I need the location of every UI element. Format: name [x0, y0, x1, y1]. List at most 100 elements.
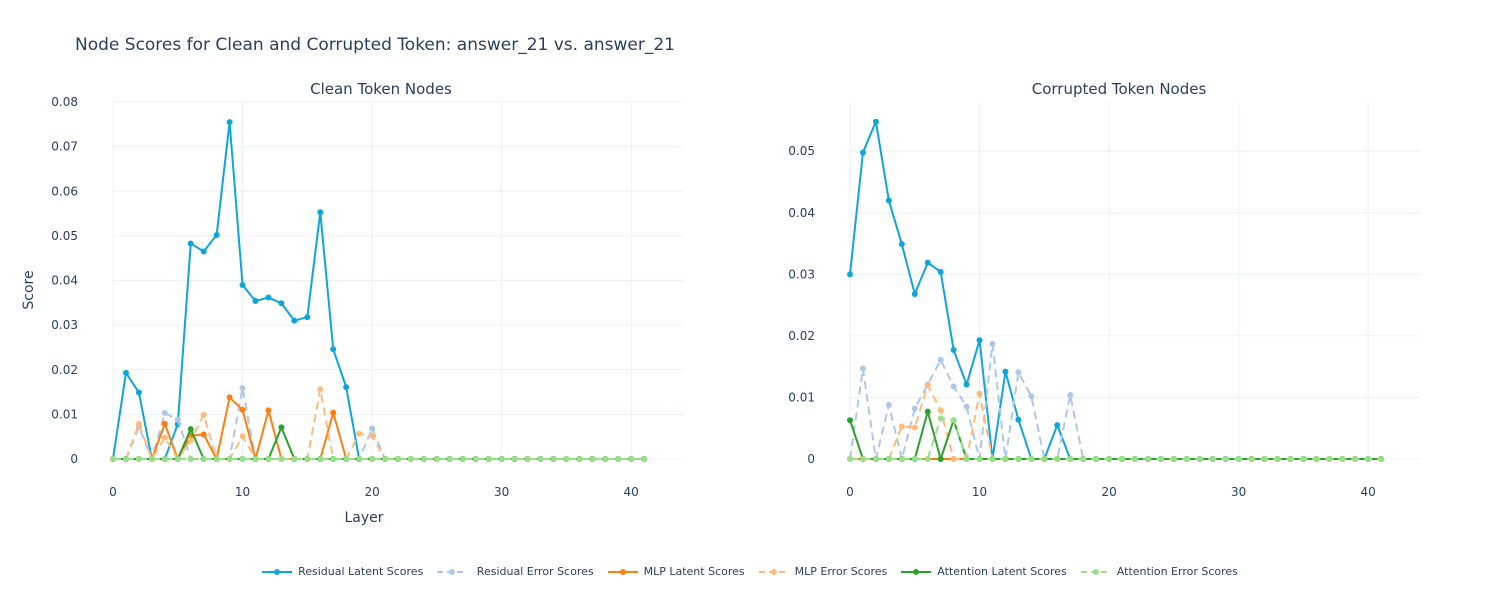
data-point — [989, 340, 996, 347]
series-0 — [110, 119, 648, 462]
data-point — [937, 356, 944, 363]
data-point — [278, 300, 285, 307]
data-point — [1132, 456, 1138, 462]
data-point — [213, 456, 220, 462]
data-point — [200, 456, 207, 462]
data-point — [239, 406, 246, 413]
legend-item[interactable]: Attention Error Scores — [1080, 565, 1238, 578]
data-point — [226, 119, 233, 126]
data-point — [950, 417, 957, 424]
series-5 — [847, 415, 1385, 462]
data-point — [343, 456, 350, 462]
data-point — [317, 386, 324, 393]
data-point — [641, 456, 648, 462]
data-point — [1015, 369, 1022, 376]
y-tick-label: 0.01 — [51, 407, 78, 421]
data-point — [628, 456, 635, 462]
legend-item[interactable]: MLP Latent Scores — [607, 565, 745, 578]
data-point — [239, 281, 246, 288]
data-point — [459, 456, 466, 462]
data-point — [291, 456, 298, 462]
data-point — [265, 407, 272, 414]
legend-label: Attention Latent Scores — [937, 565, 1067, 578]
data-point — [498, 456, 505, 462]
legend-item[interactable]: Residual Latent Scores — [262, 565, 423, 578]
data-point — [924, 382, 931, 389]
data-point — [369, 456, 376, 462]
data-point — [1119, 456, 1126, 462]
data-point — [950, 383, 957, 390]
data-point — [976, 337, 983, 344]
data-point — [1222, 456, 1229, 462]
data-point — [976, 390, 983, 397]
legend-swatch — [1080, 568, 1111, 575]
data-point — [1028, 456, 1035, 462]
data-point — [1157, 456, 1164, 462]
data-point — [161, 456, 168, 462]
data-point — [291, 317, 298, 324]
data-point — [911, 291, 918, 298]
data-point — [161, 434, 168, 441]
data-point — [122, 456, 129, 462]
data-point — [200, 431, 207, 438]
gridlines — [112, 101, 683, 460]
legend-label: Attention Error Scores — [1116, 565, 1238, 578]
data-point — [885, 197, 892, 204]
data-point — [563, 456, 570, 462]
data-point — [122, 369, 129, 376]
data-point — [161, 410, 168, 417]
legend-label: MLP Latent Scores — [643, 565, 745, 578]
y-tick-label: 0.07 — [51, 140, 78, 154]
data-point — [872, 118, 879, 125]
data-point — [963, 403, 970, 410]
legend-swatch — [901, 568, 932, 575]
figure-title: Node Scores for Clean and Corrupted Toke… — [75, 35, 675, 55]
data-point — [239, 456, 246, 462]
data-point — [1313, 456, 1320, 462]
data-point — [1002, 456, 1009, 462]
data-point — [317, 456, 324, 462]
data-point — [369, 432, 376, 439]
corrupted-token-panel: 0 0.01 0.02 0.03 0.04 0.05 0 10 20 30 40 Corrupted … — [788, 80, 1420, 499]
y-tick-label: 0.06 — [51, 184, 78, 198]
x-axis-label: Layer — [344, 510, 383, 526]
data-point — [550, 456, 557, 462]
y-tick-label: 0 — [807, 452, 815, 466]
legend-item[interactable]: Attention Latent Scores — [901, 565, 1067, 578]
legend-swatch — [262, 568, 293, 575]
data-point — [1196, 456, 1203, 462]
subplot-title: Corrupted Token Nodes — [1032, 80, 1207, 98]
data-point — [252, 298, 259, 305]
data-point — [937, 268, 944, 275]
data-point — [859, 456, 866, 462]
data-point — [924, 259, 931, 266]
data-point — [226, 394, 233, 401]
data-point — [446, 456, 453, 462]
legend-item[interactable]: Residual Error Scores — [437, 565, 594, 578]
data-point — [615, 456, 622, 462]
data-point — [265, 456, 272, 462]
y-tick-label: 0.01 — [788, 390, 815, 404]
data-point — [1170, 456, 1177, 462]
legend-item[interactable]: MLP Error Scores — [758, 565, 887, 578]
data-point — [187, 240, 194, 247]
data-point — [898, 456, 905, 462]
data-point — [1067, 391, 1074, 398]
data-point — [278, 424, 285, 431]
data-point — [963, 456, 970, 462]
data-point — [148, 456, 155, 462]
y-axis-label: Score — [21, 270, 37, 309]
data-point — [135, 389, 142, 396]
data-point — [1144, 456, 1151, 462]
data-point — [187, 426, 194, 433]
data-point — [174, 416, 181, 423]
data-point — [989, 456, 996, 462]
gridlines — [849, 102, 1420, 460]
data-point — [1041, 456, 1048, 462]
data-point — [472, 456, 479, 462]
data-point — [937, 415, 944, 422]
x-tick-label: 40 — [624, 485, 639, 499]
data-point — [1054, 456, 1061, 462]
data-point — [356, 430, 363, 437]
data-point — [847, 271, 853, 278]
